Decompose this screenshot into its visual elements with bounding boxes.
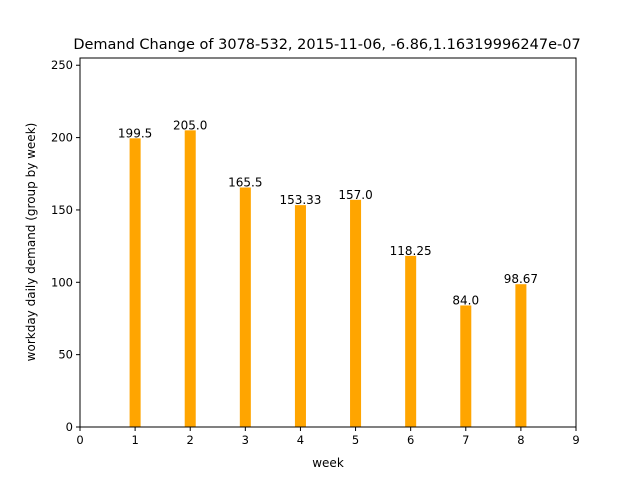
y-axis-label: workday daily demand (group by week) <box>24 123 38 362</box>
x-tick-label: 3 <box>242 433 249 447</box>
plot-frame <box>79 57 577 428</box>
chart-title: Demand Change of 3078-532, 2015-11-06, -… <box>73 37 580 53</box>
x-tick-label: 5 <box>352 433 359 447</box>
bar-week-3 <box>239 187 251 427</box>
data-label-week-6: 118.25 <box>390 244 432 258</box>
y-tick-label: 50 <box>58 348 73 362</box>
data-label-week-1: 199.5 <box>118 126 152 140</box>
y-tick-label: 100 <box>51 275 73 289</box>
data-label-week-3: 165.5 <box>228 176 262 190</box>
y-tick-label: 150 <box>51 203 73 217</box>
x-tick-label: 6 <box>407 433 414 447</box>
x-tick-label: 7 <box>462 433 469 447</box>
data-label-week-4: 153.33 <box>279 193 321 207</box>
data-label-week-7: 84.0 <box>452 293 479 307</box>
bars-group <box>129 130 527 427</box>
x-tick-label: 4 <box>297 433 304 447</box>
y-axis-ticks: 0 50 100 150 200 250 <box>51 58 80 434</box>
bar-week-5 <box>350 199 362 427</box>
bar-week-2 <box>184 130 196 427</box>
bar-week-4 <box>294 205 306 427</box>
data-label-week-8: 98.67 <box>504 272 538 286</box>
data-labels-group: 199.5 205.0 165.5 153.33 157.0 118.25 84.0 98.6… <box>118 118 538 307</box>
data-label-week-5: 157.0 <box>338 188 372 202</box>
bar-week-6 <box>405 255 417 427</box>
bar-week-8 <box>515 284 527 427</box>
x-tick-label: 9 <box>572 433 579 447</box>
y-tick-label: 0 <box>66 420 73 434</box>
y-tick-label: 250 <box>51 58 73 72</box>
x-axis-label: week <box>312 456 344 470</box>
data-label-week-2: 205.0 <box>173 118 207 132</box>
x-tick-label: 0 <box>76 433 83 447</box>
x-axis-ticks: 0 1 2 3 4 5 6 7 8 9 <box>76 427 580 447</box>
x-tick-label: 8 <box>517 433 524 447</box>
bar-week-1 <box>129 138 141 427</box>
x-tick-label: 1 <box>131 433 138 447</box>
bar-week-7 <box>460 305 472 427</box>
x-tick-label: 2 <box>187 433 194 447</box>
y-tick-label: 200 <box>51 131 73 145</box>
